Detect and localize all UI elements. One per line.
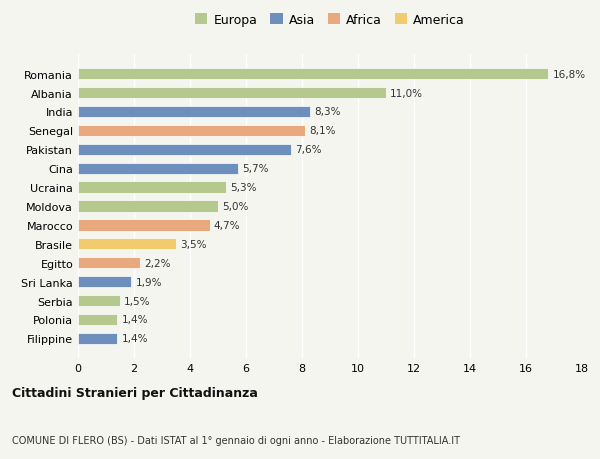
Text: 5,0%: 5,0% <box>222 202 248 212</box>
Text: 16,8%: 16,8% <box>553 69 586 79</box>
Bar <box>78 163 238 174</box>
Text: 11,0%: 11,0% <box>390 89 423 98</box>
Text: COMUNE DI FLERO (BS) - Dati ISTAT al 1° gennaio di ogni anno - Elaborazione TUTT: COMUNE DI FLERO (BS) - Dati ISTAT al 1° … <box>12 435 460 445</box>
Text: 8,3%: 8,3% <box>314 107 341 117</box>
Text: 1,4%: 1,4% <box>121 315 148 325</box>
Text: 4,7%: 4,7% <box>214 220 240 230</box>
Bar <box>78 239 176 250</box>
Bar <box>78 106 310 118</box>
Bar <box>78 125 305 137</box>
Bar <box>78 201 218 212</box>
Bar <box>78 182 226 193</box>
Bar <box>78 88 386 99</box>
Text: 1,5%: 1,5% <box>124 296 151 306</box>
Bar <box>78 276 131 288</box>
Text: 5,7%: 5,7% <box>242 164 268 174</box>
Text: Cittadini Stranieri per Cittadinanza: Cittadini Stranieri per Cittadinanza <box>12 386 258 399</box>
Text: 3,5%: 3,5% <box>180 239 206 249</box>
Bar <box>78 144 291 156</box>
Bar <box>78 314 117 325</box>
Text: 2,2%: 2,2% <box>144 258 170 268</box>
Bar <box>78 333 117 344</box>
Text: 1,4%: 1,4% <box>121 334 148 344</box>
Bar <box>78 295 120 307</box>
Bar <box>78 220 209 231</box>
Text: 1,9%: 1,9% <box>136 277 162 287</box>
Bar <box>78 257 140 269</box>
Legend: Europa, Asia, Africa, America: Europa, Asia, Africa, America <box>191 10 469 30</box>
Text: 7,6%: 7,6% <box>295 145 322 155</box>
Text: 5,3%: 5,3% <box>230 183 257 193</box>
Text: 8,1%: 8,1% <box>309 126 335 136</box>
Bar <box>78 69 548 80</box>
